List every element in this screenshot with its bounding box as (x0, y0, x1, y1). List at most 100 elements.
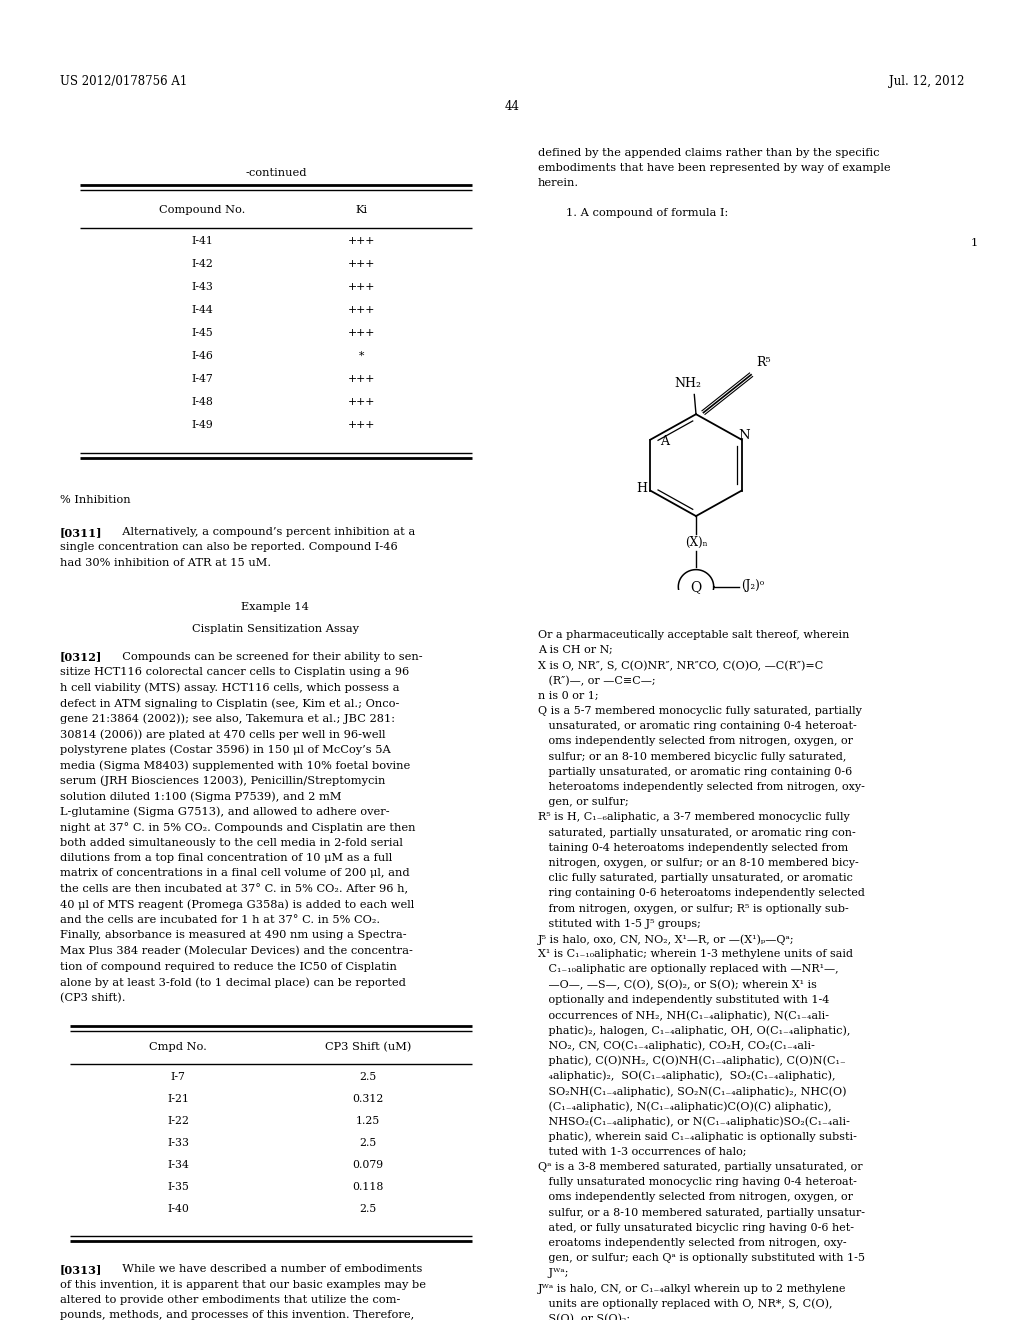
Text: [0313]: [0313] (60, 1265, 102, 1275)
Text: I-35: I-35 (167, 1181, 189, 1192)
Text: 0.118: 0.118 (352, 1181, 384, 1192)
Text: +++: +++ (348, 236, 376, 246)
Text: Or a pharmaceutically acceptable salt thereof, wherein: Or a pharmaceutically acceptable salt th… (538, 630, 849, 640)
Text: (R″)—, or —C≡C—;: (R″)—, or —C≡C—; (538, 676, 655, 686)
Text: R⁵ is H, C₁₋₆aliphatic, a 3-7 membered monocyclic fully: R⁵ is H, C₁₋₆aliphatic, a 3-7 membered m… (538, 812, 850, 822)
Text: A is CH or N;: A is CH or N; (538, 645, 612, 655)
Text: S(O), or S(O)₂;: S(O), or S(O)₂; (538, 1313, 630, 1320)
Text: from nitrogen, oxygen, or sulfur; R⁵ is optionally sub-: from nitrogen, oxygen, or sulfur; R⁵ is … (538, 904, 849, 913)
Text: sulfur; or an 8-10 membered bicyclic fully saturated,: sulfur; or an 8-10 membered bicyclic ful… (538, 751, 847, 762)
Text: embodiments that have been represented by way of example: embodiments that have been represented b… (538, 164, 891, 173)
Text: 2.5: 2.5 (359, 1072, 377, 1082)
Text: +++: +++ (348, 259, 376, 269)
Text: tuted with 1-3 occurrences of halo;: tuted with 1-3 occurrences of halo; (538, 1147, 746, 1156)
Text: gen, or sulfur;: gen, or sulfur; (538, 797, 629, 808)
Text: n is 0 or 1;: n is 0 or 1; (538, 690, 599, 701)
Text: eroatoms independently selected from nitrogen, oxy-: eroatoms independently selected from nit… (538, 1238, 847, 1247)
Text: Example 14: Example 14 (241, 602, 309, 611)
Text: Qᵃ is a 3-8 membered saturated, partially unsaturated, or: Qᵃ is a 3-8 membered saturated, partiall… (538, 1162, 862, 1172)
Text: I-40: I-40 (167, 1204, 189, 1214)
Text: 1: 1 (971, 238, 978, 248)
Text: I-45: I-45 (191, 327, 213, 338)
Text: oms independently selected from nitrogen, oxygen, or: oms independently selected from nitrogen… (538, 1192, 853, 1203)
Text: ated, or fully unsaturated bicyclic ring having 0-6 het-: ated, or fully unsaturated bicyclic ring… (538, 1222, 854, 1233)
Text: units are optionally replaced with O, NR*, S, C(O),: units are optionally replaced with O, NR… (538, 1299, 833, 1309)
Text: (CP3 shift).: (CP3 shift). (60, 993, 126, 1003)
Text: saturated, partially unsaturated, or aromatic ring con-: saturated, partially unsaturated, or aro… (538, 828, 856, 838)
Text: heteroatoms independently selected from nitrogen, oxy-: heteroatoms independently selected from … (538, 781, 865, 792)
Text: sulfur, or a 8-10 membered saturated, partially unsatur-: sulfur, or a 8-10 membered saturated, pa… (538, 1208, 865, 1217)
Text: N: N (738, 429, 751, 442)
Text: polystyrene plates (Costar 3596) in 150 μl of McCoy’s 5A: polystyrene plates (Costar 3596) in 150 … (60, 744, 391, 755)
Text: clic fully saturated, partially unsaturated, or aromatic: clic fully saturated, partially unsatura… (538, 874, 853, 883)
Text: L-glutamine (Sigma G7513), and allowed to adhere over-: L-glutamine (Sigma G7513), and allowed t… (60, 807, 389, 817)
Text: Jᵂᵃ is halo, CN, or C₁₋₄alkyl wherein up to 2 methylene: Jᵂᵃ is halo, CN, or C₁₋₄alkyl wherein up… (538, 1283, 847, 1294)
Text: *: * (359, 351, 365, 360)
Text: defect in ATM signaling to Cisplatin (see, Kim et al.; Onco-: defect in ATM signaling to Cisplatin (se… (60, 698, 399, 709)
Text: fully unsaturated monocyclic ring having 0-4 heteroat-: fully unsaturated monocyclic ring having… (538, 1177, 857, 1187)
Text: Q is a 5-7 membered monocyclic fully saturated, partially: Q is a 5-7 membered monocyclic fully sat… (538, 706, 862, 715)
Text: 30814 (2006)) are plated at 470 cells per well in 96-well: 30814 (2006)) are plated at 470 cells pe… (60, 729, 385, 739)
Text: gene 21:3864 (2002)); see also, Takemura et al.; JBC 281:: gene 21:3864 (2002)); see also, Takemura… (60, 714, 395, 725)
Text: J⁵ is halo, oxo, CN, NO₂, X¹—R, or —(X¹)ₚ—Qᵃ;: J⁵ is halo, oxo, CN, NO₂, X¹—R, or —(X¹)… (538, 935, 795, 945)
Text: gen, or sulfur; each Qᵃ is optionally substituted with 1-5: gen, or sulfur; each Qᵃ is optionally su… (538, 1253, 865, 1263)
Text: h cell viability (MTS) assay. HCT116 cells, which possess a: h cell viability (MTS) assay. HCT116 cel… (60, 682, 399, 693)
Text: I-33: I-33 (167, 1138, 189, 1148)
Text: R⁵: R⁵ (756, 356, 771, 368)
Text: While we have described a number of embodiments: While we have described a number of embo… (115, 1265, 422, 1274)
Text: +++: +++ (348, 282, 376, 292)
Text: unsaturated, or aromatic ring containing 0-4 heteroat-: unsaturated, or aromatic ring containing… (538, 721, 857, 731)
Text: I-47: I-47 (191, 374, 213, 384)
Text: Compound No.: Compound No. (159, 205, 245, 215)
Text: Q: Q (690, 579, 701, 594)
Text: altered to provide other embodiments that utilize the com-: altered to provide other embodiments tha… (60, 1295, 400, 1305)
Text: I-43: I-43 (191, 282, 213, 292)
Text: and the cells are incubated for 1 h at 37° C. in 5% CO₂.: and the cells are incubated for 1 h at 3… (60, 915, 380, 925)
Text: I-41: I-41 (191, 236, 213, 246)
Text: 44: 44 (505, 100, 519, 114)
Text: (J₂)ᵒ: (J₂)ᵒ (741, 579, 765, 591)
Text: of this invention, it is apparent that our basic examples may be: of this invention, it is apparent that o… (60, 1279, 426, 1290)
Text: (X)ₙ: (X)ₙ (685, 536, 708, 549)
Text: +++: +++ (348, 305, 376, 315)
Text: +++: +++ (348, 397, 376, 407)
Text: I-21: I-21 (167, 1094, 189, 1104)
Text: Jul. 12, 2012: Jul. 12, 2012 (889, 75, 964, 88)
Text: I-48: I-48 (191, 397, 213, 407)
Text: X¹ is C₁₋₁₀aliphatic; wherein 1-3 methylene units of said: X¹ is C₁₋₁₀aliphatic; wherein 1-3 methyl… (538, 949, 853, 960)
Text: defined by the appended claims rather than by the specific: defined by the appended claims rather th… (538, 148, 880, 158)
Text: dilutions from a top final concentration of 10 μM as a full: dilutions from a top final concentration… (60, 853, 392, 863)
Text: NH₂: NH₂ (674, 376, 701, 389)
Text: oms independently selected from nitrogen, oxygen, or: oms independently selected from nitrogen… (538, 737, 853, 746)
Text: 1. A compound of formula I:: 1. A compound of formula I: (566, 207, 728, 218)
Text: tion of compound required to reduce the IC50 of Cisplatin: tion of compound required to reduce the … (60, 961, 397, 972)
Text: +++: +++ (348, 327, 376, 338)
Text: phatic), C(O)NH₂, C(O)NH(C₁₋₄aliphatic), C(O)N(C₁₋: phatic), C(O)NH₂, C(O)NH(C₁₋₄aliphatic),… (538, 1056, 846, 1067)
Text: Max Plus 384 reader (Molecular Devices) and the concentra-: Max Plus 384 reader (Molecular Devices) … (60, 946, 413, 956)
Text: media (Sigma M8403) supplemented with 10% foetal bovine: media (Sigma M8403) supplemented with 10… (60, 760, 411, 771)
Text: 0.079: 0.079 (352, 1160, 384, 1170)
Text: I-7: I-7 (171, 1072, 185, 1082)
Text: had 30% inhibition of ATR at 15 uM.: had 30% inhibition of ATR at 15 uM. (60, 558, 271, 568)
Text: (C₁₋₄aliphatic), N(C₁₋₄aliphatic)C(O)(C) aliphatic),: (C₁₋₄aliphatic), N(C₁₋₄aliphatic)C(O)(C)… (538, 1101, 831, 1111)
Text: +++: +++ (348, 374, 376, 384)
Text: night at 37° C. in 5% CO₂. Compounds and Cisplatin are then: night at 37° C. in 5% CO₂. Compounds and… (60, 822, 416, 833)
Text: X is O, NR″, S, C(O)NR″, NR″CO, C(O)O, —C(R″)=C: X is O, NR″, S, C(O)NR″, NR″CO, C(O)O, —… (538, 660, 823, 671)
Text: alone by at least 3-fold (to 1 decimal place) can be reported: alone by at least 3-fold (to 1 decimal p… (60, 977, 406, 987)
Text: I-34: I-34 (167, 1160, 189, 1170)
Text: solution diluted 1:100 (Sigma P7539), and 2 mM: solution diluted 1:100 (Sigma P7539), an… (60, 791, 341, 801)
Text: Cmpd No.: Cmpd No. (150, 1041, 207, 1052)
Text: stituted with 1-5 J⁵ groups;: stituted with 1-5 J⁵ groups; (538, 919, 700, 929)
Text: nitrogen, oxygen, or sulfur; or an 8-10 membered bicy-: nitrogen, oxygen, or sulfur; or an 8-10 … (538, 858, 859, 869)
Text: Alternatively, a compound’s percent inhibition at a: Alternatively, a compound’s percent inhi… (115, 527, 416, 537)
Text: % Inhibition: % Inhibition (60, 495, 131, 506)
Text: —O—, —S—, C(O), S(O)₂, or S(O); wherein X¹ is: —O—, —S—, C(O), S(O)₂, or S(O); wherein … (538, 979, 817, 990)
Text: 1.25: 1.25 (356, 1115, 380, 1126)
Text: I-22: I-22 (167, 1115, 189, 1126)
Text: ring containing 0-6 heteroatoms independently selected: ring containing 0-6 heteroatoms independ… (538, 888, 865, 899)
Text: 2.5: 2.5 (359, 1138, 377, 1148)
Text: herein.: herein. (538, 178, 580, 189)
Text: the cells are then incubated at 37° C. in 5% CO₂. After 96 h,: the cells are then incubated at 37° C. i… (60, 884, 409, 895)
Text: I-49: I-49 (191, 420, 213, 430)
Text: NO₂, CN, CO(C₁₋₄aliphatic), CO₂H, CO₂(C₁₋₄ali-: NO₂, CN, CO(C₁₋₄aliphatic), CO₂H, CO₂(C₁… (538, 1040, 815, 1051)
